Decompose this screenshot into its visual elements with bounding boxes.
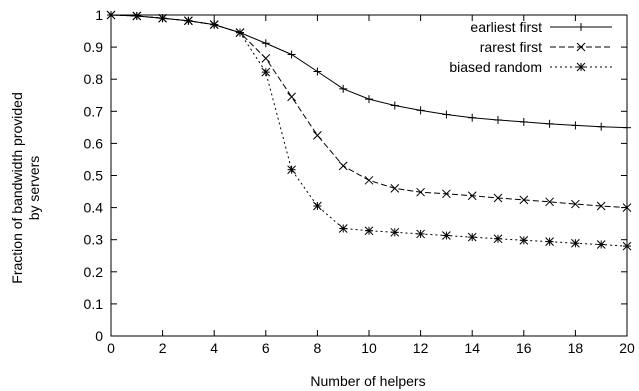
data-point bbox=[390, 227, 400, 237]
data-point bbox=[494, 115, 502, 124]
data-point bbox=[364, 226, 374, 236]
y-axis-label-line-2: by servers bbox=[26, 156, 42, 221]
x-tick-label: 12 bbox=[413, 340, 429, 356]
tick-marks: 0 2 4 6 8 10 12 14 16 18 20 0 0.1 0.2 0.3 0.4 0.5 0.6 0.7 0… bbox=[84, 7, 635, 356]
data-point bbox=[622, 241, 632, 251]
data-point bbox=[287, 50, 296, 59]
data-point bbox=[442, 189, 451, 199]
data-point bbox=[287, 92, 296, 102]
axes bbox=[110, 14, 628, 337]
data-point bbox=[442, 231, 451, 240]
data-point bbox=[106, 10, 116, 20]
legend-entry: biased random bbox=[449, 59, 612, 75]
legend-label: biased random bbox=[449, 59, 542, 75]
data-point bbox=[235, 28, 245, 38]
legend-marker bbox=[576, 42, 586, 52]
data-point bbox=[261, 67, 271, 77]
data-point bbox=[519, 195, 529, 205]
data-point bbox=[468, 113, 477, 122]
series-rarest-first bbox=[106, 10, 632, 212]
data-point bbox=[545, 197, 554, 207]
legend-entry: rarest first bbox=[480, 39, 612, 55]
data-point bbox=[545, 119, 554, 128]
data-point bbox=[622, 203, 632, 212]
y-tick-label: 0.7 bbox=[84, 103, 104, 119]
data-point bbox=[519, 235, 529, 245]
series-line bbox=[110, 14, 628, 129]
data-point bbox=[261, 53, 271, 63]
data-point bbox=[467, 191, 477, 201]
x-tick-label: 0 bbox=[107, 340, 115, 356]
y-tick-label: 0 bbox=[95, 328, 103, 344]
data-point bbox=[313, 131, 322, 140]
data-point bbox=[184, 16, 193, 26]
x-tick-label: 18 bbox=[568, 340, 584, 356]
y-tick-label: 1 bbox=[95, 7, 103, 23]
y-tick-label: 0.3 bbox=[84, 232, 104, 248]
data-point bbox=[623, 123, 631, 132]
series-biased-random bbox=[106, 10, 632, 251]
x-tick-label: 14 bbox=[464, 340, 480, 356]
data-point bbox=[442, 110, 451, 119]
data-point bbox=[596, 201, 606, 211]
x-axis-label: Number of helpers bbox=[310, 373, 425, 389]
data-point bbox=[571, 199, 580, 209]
data-point bbox=[416, 106, 425, 115]
data-point bbox=[519, 117, 528, 126]
x-tick-label: 6 bbox=[262, 340, 270, 356]
data-point bbox=[416, 187, 425, 197]
y-tick-label: 0.5 bbox=[84, 168, 104, 184]
series-earliest-first bbox=[107, 11, 631, 132]
data-point bbox=[365, 95, 373, 104]
legend: earliest first rarest first biased random bbox=[449, 19, 612, 75]
y-tick-label: 0.2 bbox=[84, 264, 104, 280]
data-point bbox=[132, 11, 142, 21]
data-point bbox=[416, 229, 425, 239]
x-tick-label: 20 bbox=[619, 340, 635, 356]
y-tick-label: 0.6 bbox=[84, 135, 104, 151]
data-point bbox=[467, 232, 477, 242]
legend-label: earliest first bbox=[470, 19, 542, 35]
data-point bbox=[390, 183, 400, 193]
series-layer bbox=[106, 10, 632, 251]
plot-frame bbox=[110, 14, 628, 337]
legend-marker bbox=[576, 62, 586, 72]
data-point bbox=[287, 165, 296, 175]
legend-marker bbox=[577, 23, 585, 31]
data-point bbox=[209, 20, 219, 29]
data-point bbox=[493, 234, 503, 244]
data-point bbox=[493, 193, 503, 203]
data-point bbox=[597, 122, 606, 131]
data-point bbox=[571, 238, 580, 248]
legend-entry: earliest first bbox=[470, 19, 612, 35]
y-axis-label-line-1: Fraction of bandwidth provided bbox=[9, 92, 25, 283]
legend-label: rarest first bbox=[480, 39, 542, 55]
series-line bbox=[110, 14, 628, 209]
data-point bbox=[390, 101, 399, 110]
y-tick-label: 0.4 bbox=[84, 200, 104, 216]
y-tick-label: 0.8 bbox=[84, 71, 104, 87]
y-tick-label: 0.1 bbox=[84, 296, 104, 312]
series-line bbox=[110, 14, 628, 247]
data-point bbox=[596, 240, 606, 249]
x-tick-label: 16 bbox=[516, 340, 532, 356]
data-point bbox=[338, 161, 348, 171]
data-point bbox=[338, 224, 348, 233]
data-point bbox=[571, 121, 580, 130]
y-axis-label: Fraction of bandwidth provided by server… bbox=[9, 92, 42, 283]
y-tick-label: 0.9 bbox=[84, 39, 104, 55]
data-point bbox=[158, 13, 167, 23]
data-point bbox=[364, 175, 374, 185]
x-tick-label: 2 bbox=[159, 340, 167, 356]
x-tick-label: 8 bbox=[314, 340, 322, 356]
data-point bbox=[339, 84, 348, 93]
x-tick-label: 4 bbox=[210, 340, 218, 356]
data-point bbox=[261, 39, 270, 48]
x-tick-label: 10 bbox=[361, 340, 377, 356]
data-point bbox=[545, 237, 554, 246]
data-point bbox=[313, 201, 322, 211]
data-point bbox=[313, 67, 322, 76]
